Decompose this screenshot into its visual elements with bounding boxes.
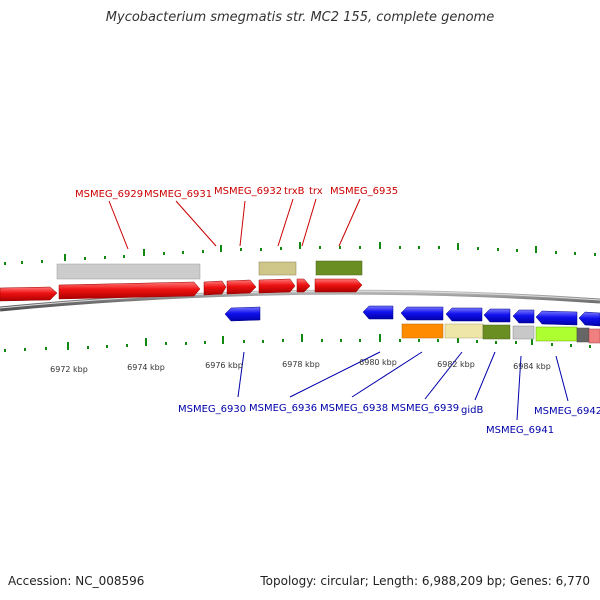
bottom-track-features[interactable]	[401, 323, 600, 344]
feature-green-top[interactable]	[315, 260, 363, 276]
label-msmeg-6941: MSMEG_6941	[486, 425, 554, 436]
genome-backbone	[0, 289, 600, 312]
axis-tick-labels: 6972 kbp 6974 kbp 6976 kbp 6978 kbp 6980…	[50, 358, 551, 374]
gene-forward-2	[58, 281, 201, 300]
tick-label-6982: 6982 kbp	[437, 360, 475, 369]
tick-label-6976: 6976 kbp	[205, 361, 243, 370]
label-msmeg-6942: MSMEG_6942	[534, 406, 600, 417]
label-trx: trx	[309, 186, 323, 197]
tick-label-6980: 6980 kbp	[359, 358, 397, 367]
label-msmeg-6932: MSMEG_6932	[214, 186, 282, 197]
bottom-gene-labels: MSMEG_6930 MSMEG_6936 MSMEG_6938 MSMEG_6…	[178, 403, 600, 436]
gene-reverse-5	[483, 308, 511, 323]
accession-text: Accession: NC_008596	[8, 574, 145, 588]
label-msmeg-6935: MSMEG_6935	[330, 186, 398, 197]
gene-reverse-7	[535, 310, 578, 326]
gene-reverse-6	[512, 309, 535, 324]
forward-genes[interactable]	[0, 278, 363, 302]
tick-label-6978: 6978 kbp	[282, 360, 320, 369]
top-leader-lines	[108, 198, 361, 250]
tick-label-6972: 6972 kbp	[50, 365, 88, 374]
ticks-top	[4, 242, 596, 265]
gene-forward-7	[314, 278, 363, 293]
gene-reverse-1	[224, 306, 261, 322]
tick-label-6974: 6974 kbp	[127, 363, 165, 372]
label-msmeg-6938: MSMEG_6938	[320, 403, 388, 414]
bottom-leader-lines	[237, 351, 569, 421]
gene-forward-3	[203, 280, 227, 296]
gene-forward-1	[0, 286, 58, 302]
top-gene-labels: MSMEG_6929 MSMEG_6931 MSMEG_6932 trxB tr…	[75, 186, 398, 200]
gene-reverse-4	[445, 307, 483, 322]
feature-olive-top[interactable]	[258, 261, 297, 276]
gene-reverse-8	[578, 311, 600, 327]
label-msmeg-6939: MSMEG_6939	[391, 403, 459, 414]
ticks-bottom	[4, 334, 591, 352]
feature-grey-top[interactable]	[56, 263, 201, 280]
tick-label-6984: 6984 kbp	[513, 362, 551, 371]
map-title: Mycobacterium smegmatis str. MC2 155, co…	[105, 10, 495, 25]
label-gidb: gidB	[461, 405, 483, 416]
gene-forward-6	[296, 278, 311, 293]
label-trxb: trxB	[284, 186, 305, 197]
gene-reverse-2	[362, 305, 394, 320]
genome-summary-text: Topology: circular; Length: 6,988,209 bp…	[260, 574, 590, 588]
label-msmeg-6936: MSMEG_6936	[249, 403, 317, 414]
gene-reverse-3	[400, 306, 444, 321]
gene-forward-4	[226, 279, 257, 295]
reverse-genes[interactable]	[224, 305, 600, 327]
label-msmeg-6929: MSMEG_6929	[75, 189, 143, 200]
label-msmeg-6931: MSMEG_6931	[144, 189, 212, 200]
label-msmeg-6930: MSMEG_6930	[178, 404, 246, 415]
gene-forward-5	[258, 278, 296, 294]
